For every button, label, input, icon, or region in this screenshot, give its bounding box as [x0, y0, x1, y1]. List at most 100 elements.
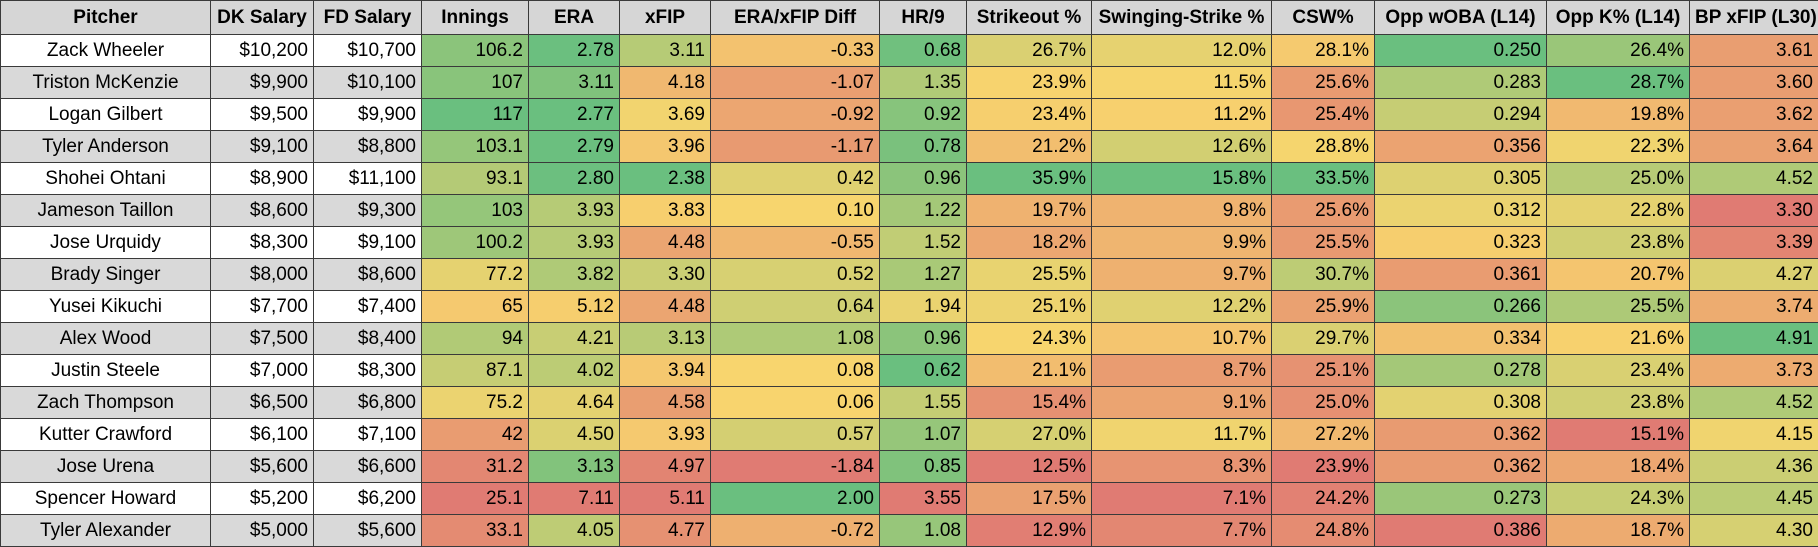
cell-pitcher[interactable]: Jose Urquidy: [1, 227, 211, 259]
cell-hr9[interactable]: 0.62: [880, 355, 967, 387]
cell-k[interactable]: 21.2%: [967, 131, 1092, 163]
cell-bp[interactable]: 4.52: [1690, 387, 1818, 419]
cell-dk[interactable]: $8,000: [211, 259, 314, 291]
cell-woba[interactable]: 0.334: [1375, 323, 1547, 355]
cell-woba[interactable]: 0.250: [1375, 35, 1547, 67]
col-header-innings[interactable]: Innings: [422, 1, 529, 35]
cell-pitcher[interactable]: Alex Wood: [1, 323, 211, 355]
cell-woba[interactable]: 0.386: [1375, 515, 1547, 547]
cell-innings[interactable]: 31.2: [422, 451, 529, 483]
cell-era[interactable]: 7.11: [529, 483, 620, 515]
cell-woba[interactable]: 0.278: [1375, 355, 1547, 387]
cell-dk[interactable]: $7,000: [211, 355, 314, 387]
cell-xfip[interactable]: 4.58: [620, 387, 711, 419]
cell-era[interactable]: 2.78: [529, 35, 620, 67]
cell-diff[interactable]: -0.55: [711, 227, 880, 259]
cell-oppk[interactable]: 23.8%: [1547, 227, 1690, 259]
cell-pitcher[interactable]: Zack Wheeler: [1, 35, 211, 67]
cell-bp[interactable]: 4.36: [1690, 451, 1818, 483]
cell-dk[interactable]: $8,300: [211, 227, 314, 259]
cell-dk[interactable]: $5,000: [211, 515, 314, 547]
cell-swstr[interactable]: 8.7%: [1092, 355, 1272, 387]
cell-innings[interactable]: 117: [422, 99, 529, 131]
cell-hr9[interactable]: 1.35: [880, 67, 967, 99]
cell-pitcher[interactable]: Spencer Howard: [1, 483, 211, 515]
col-header-xfip[interactable]: xFIP: [620, 1, 711, 35]
cell-csw[interactable]: 24.2%: [1272, 483, 1375, 515]
cell-xfip[interactable]: 3.13: [620, 323, 711, 355]
cell-bp[interactable]: 4.91: [1690, 323, 1818, 355]
cell-csw[interactable]: 25.5%: [1272, 227, 1375, 259]
cell-era[interactable]: 4.02: [529, 355, 620, 387]
cell-k[interactable]: 21.1%: [967, 355, 1092, 387]
cell-fd[interactable]: $9,100: [314, 227, 422, 259]
cell-csw[interactable]: 25.1%: [1272, 355, 1375, 387]
col-header-era[interactable]: ERA: [529, 1, 620, 35]
cell-k[interactable]: 23.9%: [967, 67, 1092, 99]
col-header-dk-salary[interactable]: DK Salary: [211, 1, 314, 35]
cell-woba[interactable]: 0.323: [1375, 227, 1547, 259]
cell-hr9[interactable]: 0.92: [880, 99, 967, 131]
cell-swstr[interactable]: 8.3%: [1092, 451, 1272, 483]
cell-fd[interactable]: $9,900: [314, 99, 422, 131]
cell-csw[interactable]: 33.5%: [1272, 163, 1375, 195]
cell-diff[interactable]: 0.57: [711, 419, 880, 451]
cell-pitcher[interactable]: Jameson Taillon: [1, 195, 211, 227]
cell-fd[interactable]: $9,300: [314, 195, 422, 227]
cell-bp[interactable]: 3.61: [1690, 35, 1818, 67]
cell-xfip[interactable]: 3.93: [620, 419, 711, 451]
cell-dk[interactable]: $5,200: [211, 483, 314, 515]
cell-diff[interactable]: 0.08: [711, 355, 880, 387]
cell-csw[interactable]: 25.9%: [1272, 291, 1375, 323]
col-header-bp-xfip[interactable]: BP xFIP (L30): [1690, 1, 1818, 35]
cell-hr9[interactable]: 0.68: [880, 35, 967, 67]
cell-innings[interactable]: 107: [422, 67, 529, 99]
cell-diff[interactable]: -0.33: [711, 35, 880, 67]
cell-bp[interactable]: 3.62: [1690, 99, 1818, 131]
col-header-strikeout-pct[interactable]: Strikeout %: [967, 1, 1092, 35]
cell-oppk[interactable]: 24.3%: [1547, 483, 1690, 515]
cell-xfip[interactable]: 3.94: [620, 355, 711, 387]
cell-k[interactable]: 35.9%: [967, 163, 1092, 195]
cell-fd[interactable]: $6,600: [314, 451, 422, 483]
cell-oppk[interactable]: 19.8%: [1547, 99, 1690, 131]
cell-pitcher[interactable]: Brady Singer: [1, 259, 211, 291]
cell-oppk[interactable]: 23.4%: [1547, 355, 1690, 387]
cell-woba[interactable]: 0.362: [1375, 451, 1547, 483]
cell-dk[interactable]: $7,500: [211, 323, 314, 355]
cell-pitcher[interactable]: Yusei Kikuchi: [1, 291, 211, 323]
cell-innings[interactable]: 25.1: [422, 483, 529, 515]
cell-xfip[interactable]: 3.69: [620, 99, 711, 131]
cell-era[interactable]: 3.11: [529, 67, 620, 99]
cell-era[interactable]: 4.50: [529, 419, 620, 451]
cell-hr9[interactable]: 0.96: [880, 323, 967, 355]
cell-era[interactable]: 4.21: [529, 323, 620, 355]
cell-woba[interactable]: 0.362: [1375, 419, 1547, 451]
cell-fd[interactable]: $6,800: [314, 387, 422, 419]
cell-innings[interactable]: 93.1: [422, 163, 529, 195]
cell-innings[interactable]: 103: [422, 195, 529, 227]
cell-swstr[interactable]: 12.6%: [1092, 131, 1272, 163]
cell-fd[interactable]: $10,100: [314, 67, 422, 99]
cell-hr9[interactable]: 0.85: [880, 451, 967, 483]
cell-xfip[interactable]: 3.83: [620, 195, 711, 227]
cell-fd[interactable]: $6,200: [314, 483, 422, 515]
cell-oppk[interactable]: 15.1%: [1547, 419, 1690, 451]
col-header-era-xfip-diff[interactable]: ERA/xFIP Diff: [711, 1, 880, 35]
cell-diff[interactable]: 2.00: [711, 483, 880, 515]
cell-diff[interactable]: -0.72: [711, 515, 880, 547]
cell-k[interactable]: 24.3%: [967, 323, 1092, 355]
cell-era[interactable]: 5.12: [529, 291, 620, 323]
cell-innings[interactable]: 33.1: [422, 515, 529, 547]
cell-bp[interactable]: 3.30: [1690, 195, 1818, 227]
cell-swstr[interactable]: 7.7%: [1092, 515, 1272, 547]
cell-hr9[interactable]: 1.94: [880, 291, 967, 323]
cell-bp[interactable]: 4.30: [1690, 515, 1818, 547]
cell-csw[interactable]: 27.2%: [1272, 419, 1375, 451]
cell-fd[interactable]: $7,400: [314, 291, 422, 323]
cell-diff[interactable]: -0.92: [711, 99, 880, 131]
cell-fd[interactable]: $8,600: [314, 259, 422, 291]
cell-innings[interactable]: 77.2: [422, 259, 529, 291]
cell-dk[interactable]: $5,600: [211, 451, 314, 483]
cell-era[interactable]: 3.93: [529, 227, 620, 259]
